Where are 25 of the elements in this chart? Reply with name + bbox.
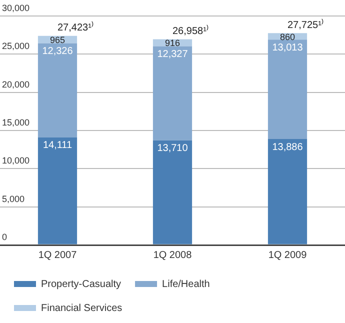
x-tick-label: 1Q 2008: [153, 250, 192, 261]
x-tick-label: 1Q 2007: [38, 250, 78, 261]
legend-label: Life/Health: [162, 278, 210, 290]
y-tick-label: 0: [2, 232, 8, 242]
y-tick-label: 10,000: [2, 156, 30, 166]
data-label: 13,013: [272, 42, 304, 54]
data-label: 13,710: [157, 143, 188, 154]
x-tick-label: 1Q 2009: [268, 250, 308, 261]
data-label: 916: [164, 38, 180, 48]
annotation: 27,725¹⁾: [288, 18, 324, 32]
data-label: 12,326: [42, 46, 74, 57]
data-label: 13,886: [272, 142, 304, 153]
legend-label: Financial Services: [41, 302, 122, 314]
annotation: 26,958¹⁾: [172, 24, 208, 37]
annotation: 27,423¹⁾: [58, 20, 94, 34]
data-label: 965: [50, 34, 66, 45]
data-label: 12,327: [157, 49, 188, 60]
y-tick-label: 15,000: [2, 117, 30, 128]
legend-label: Property-Casualty: [41, 278, 122, 290]
data-label: 860: [280, 32, 296, 42]
y-tick-label: 20,000: [2, 79, 30, 90]
y-tick-label: 25,000: [2, 41, 30, 52]
data-label: 14,111: [42, 140, 72, 152]
y-tick-label: 5,000: [2, 194, 25, 204]
y-tick-label: 30,000: [2, 2, 30, 13]
